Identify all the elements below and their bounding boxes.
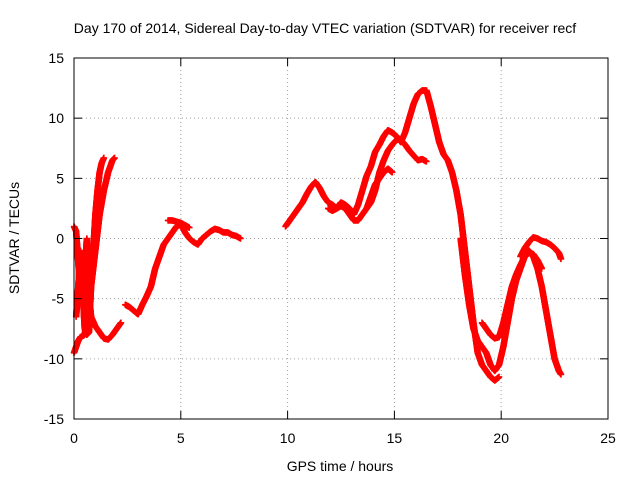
y-tick-label: 0 — [56, 231, 64, 247]
data-points — [70, 87, 565, 384]
y-tick-label: 15 — [48, 50, 64, 66]
chart-title: Day 170 of 2014, Sidereal Day-to-day VTE… — [74, 20, 576, 36]
x-tick-label: 20 — [493, 430, 509, 446]
series-arc4 — [122, 220, 244, 318]
data-point — [100, 154, 108, 162]
x-axis-label: GPS time / hours — [287, 458, 394, 474]
y-axis-label: SDTVAR / TECUs — [6, 182, 22, 294]
x-tick-label: 15 — [387, 430, 403, 446]
x-tick-label: 5 — [177, 430, 185, 446]
tick-labels: 0 5 10 15 20 25 -15 -10 -5 0 5 10 15 — [44, 50, 616, 446]
x-tick-label: 10 — [280, 430, 296, 446]
y-tick-label: -10 — [44, 351, 64, 367]
grid — [74, 58, 608, 419]
series-arc3 — [72, 154, 118, 338]
y-tick-label: -5 — [52, 291, 65, 307]
y-tick-label: -15 — [44, 411, 64, 427]
y-tick-label: 10 — [48, 110, 64, 126]
y-tick-label: 5 — [56, 170, 64, 186]
series-arc6 — [282, 136, 430, 230]
data-point — [117, 319, 125, 326]
x-tick-label: 0 — [70, 430, 78, 446]
x-tick-label: 25 — [600, 430, 616, 446]
series-arc5 — [164, 217, 193, 231]
